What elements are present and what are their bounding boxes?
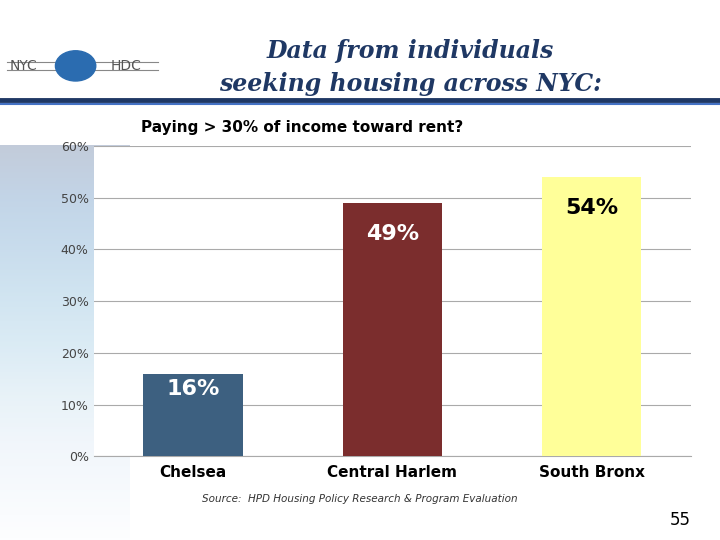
Text: 16%: 16% [166, 379, 220, 399]
Circle shape [55, 51, 96, 81]
Text: seeking housing across NYC:: seeking housing across NYC: [219, 72, 602, 96]
Text: 55: 55 [670, 511, 691, 529]
Bar [541, 177, 642, 456]
Bar [143, 374, 243, 456]
Text: 49%: 49% [366, 224, 419, 244]
Text: NYC: NYC [10, 59, 37, 73]
Bar [0, 0, 720, 97]
Text: 54%: 54% [565, 198, 618, 218]
Text: Data from individuals: Data from individuals [267, 39, 554, 63]
Text: Paying > 30% of income toward rent?: Paying > 30% of income toward rent? [141, 120, 464, 135]
Bar [343, 202, 442, 456]
Text: HDC: HDC [111, 59, 141, 73]
Text: Source:  HPD Housing Policy Research & Program Evaluation: Source: HPD Housing Policy Research & Pr… [202, 495, 518, 504]
